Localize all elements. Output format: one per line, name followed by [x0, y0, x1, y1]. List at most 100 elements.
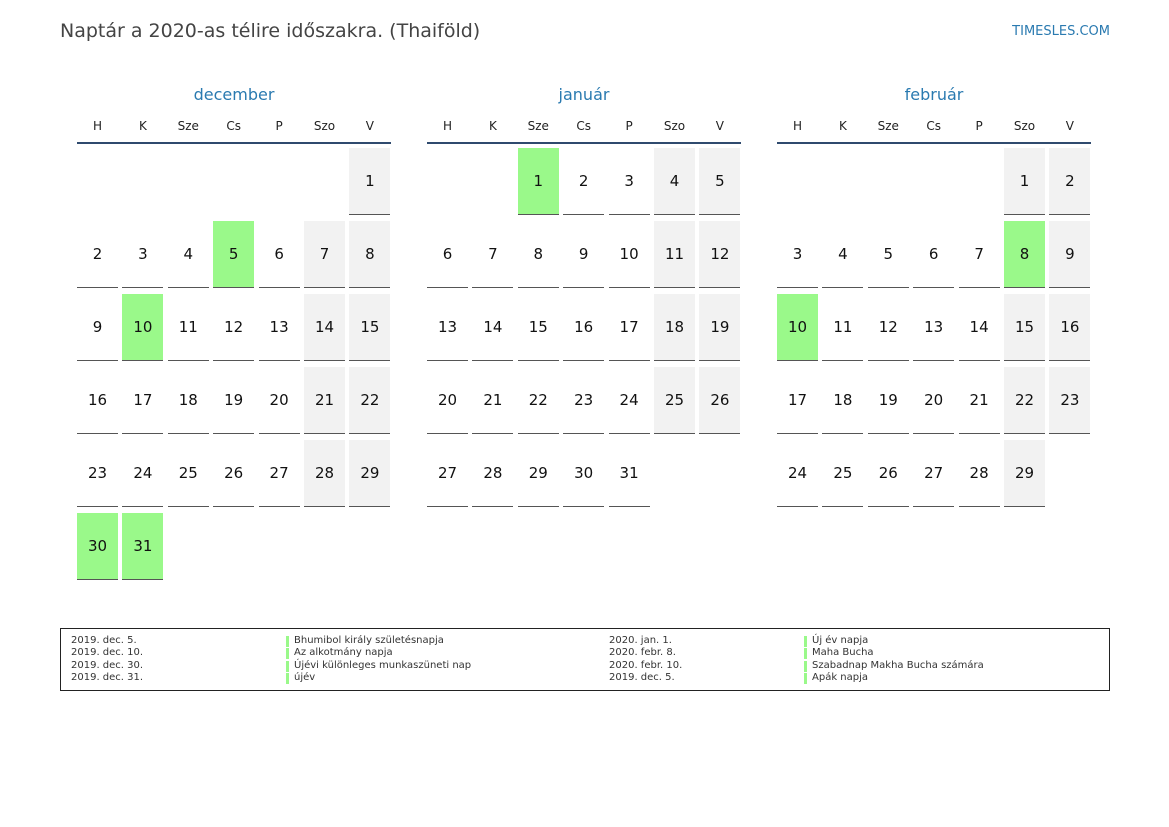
title: Naptár a 2020-as télire időszakra. (Thai…: [60, 20, 481, 42]
day-cell: 6: [258, 221, 300, 288]
day-cell: 25: [167, 440, 209, 507]
weekday: H: [92, 119, 103, 133]
day-cell: 8: [349, 221, 391, 288]
day-cell: 22: [517, 367, 559, 434]
day-cell: 20: [258, 367, 300, 434]
weekday: V: [715, 119, 724, 133]
day-cell: 29: [349, 440, 391, 507]
weekday: Cs: [926, 119, 941, 133]
day-cell: 4: [654, 148, 695, 215]
holiday-date: 2019. dec. 30.: [71, 659, 144, 671]
day-cell: 26: [699, 367, 741, 434]
day-cell: 7: [304, 221, 345, 288]
day-cell: 9: [1049, 221, 1091, 288]
holiday-date: 2019. dec. 5.: [71, 635, 137, 646]
day-cell: 18: [822, 367, 864, 434]
day-cell: 27: [913, 440, 955, 507]
day-cell: 29: [1004, 440, 1045, 507]
day-cell: 22: [349, 367, 391, 434]
weekday: Sze: [877, 119, 899, 133]
holiday-marker: [286, 673, 289, 685]
day-cell: 9: [563, 221, 605, 288]
day-cell: 30: [77, 513, 118, 580]
day-cell: 28: [472, 440, 514, 507]
day-cell: 6: [427, 221, 468, 288]
day-cell: 31: [608, 440, 650, 507]
day-cell: 14: [304, 294, 345, 361]
weekday: K: [488, 119, 497, 133]
day-cell: 24: [777, 440, 818, 507]
holiday-name: Apák napja: [812, 672, 869, 684]
month-rule: [777, 142, 1091, 144]
weekday: Szo: [313, 119, 336, 133]
holiday-marker: [286, 660, 289, 672]
day-cell: 21: [304, 367, 345, 434]
holiday-marker: [286, 636, 289, 647]
day-cell: 28: [304, 440, 345, 507]
day-cell: 16: [1049, 294, 1091, 361]
day-cell: 22: [1004, 367, 1045, 434]
day-cell: 24: [608, 367, 650, 434]
holiday-marker: [804, 673, 807, 685]
day-cell: 2: [563, 148, 605, 215]
holiday-date: 2020. febr. 10.: [609, 659, 683, 671]
holiday-marker: [804, 660, 807, 672]
weekday: P: [275, 119, 283, 133]
day-cell: 2: [77, 221, 118, 288]
holiday-name: Az alkotmány napja: [294, 647, 393, 659]
day-cell: 10: [122, 294, 164, 361]
holiday-name: Új év napja: [812, 635, 869, 646]
day-cell: 20: [913, 367, 955, 434]
holiday-date: 2020. jan. 1.: [609, 635, 672, 646]
holiday-name: Szabadnap Makha Bucha számára: [812, 659, 984, 671]
holiday-date: 2019. dec. 5.: [609, 672, 675, 684]
holiday-date: 2019. dec. 31.: [71, 672, 144, 684]
holiday-marker: [804, 648, 807, 660]
holiday-marker: [286, 648, 289, 660]
site-link[interactable]: TIMESLES.COM: [1012, 24, 1110, 39]
day-cell: 14: [958, 294, 1000, 361]
day-cell: 25: [822, 440, 864, 507]
holiday-box: [60, 628, 1110, 691]
day-cell: 12: [867, 294, 909, 361]
day-cell: 23: [563, 367, 605, 434]
day-cell: 17: [777, 367, 818, 434]
holiday-date: 2020. febr. 8.: [609, 647, 676, 659]
day-cell: 10: [777, 294, 818, 361]
day-cell: 31: [122, 513, 164, 580]
day-cell: 7: [958, 221, 1000, 288]
month-rule: [77, 142, 391, 144]
day-cell: 13: [913, 294, 955, 361]
day-cell: 19: [699, 294, 741, 361]
day-cell: 17: [608, 294, 650, 361]
month-rule: [427, 142, 741, 144]
day-cell: 3: [122, 221, 164, 288]
day-cell: 17: [122, 367, 164, 434]
day-cell: 24: [122, 440, 164, 507]
day-cell: 5: [699, 148, 741, 215]
month-name: február: [904, 85, 964, 104]
day-cell: 15: [349, 294, 391, 361]
day-cell: 4: [822, 221, 864, 288]
day-cell: 3: [608, 148, 650, 215]
holiday-name: Bhumibol király születésnapja: [294, 635, 444, 646]
day-cell: 1: [517, 148, 559, 215]
day-cell: 11: [167, 294, 209, 361]
month-name: január: [558, 85, 610, 104]
weekday: Cs: [576, 119, 591, 133]
weekday: Szo: [663, 119, 686, 133]
day-cell: 13: [427, 294, 468, 361]
day-cell: 27: [258, 440, 300, 507]
day-cell: 4: [167, 221, 209, 288]
day-cell: 26: [213, 440, 255, 507]
day-cell: 5: [213, 221, 255, 288]
day-cell: 20: [427, 367, 468, 434]
month-name: december: [193, 85, 275, 104]
day-cell: 23: [1049, 367, 1091, 434]
day-cell: 1: [1004, 148, 1045, 215]
day-cell: 2: [1049, 148, 1091, 215]
day-cell: 30: [563, 440, 605, 507]
day-cell: 25: [654, 367, 695, 434]
day-cell: 18: [654, 294, 695, 361]
